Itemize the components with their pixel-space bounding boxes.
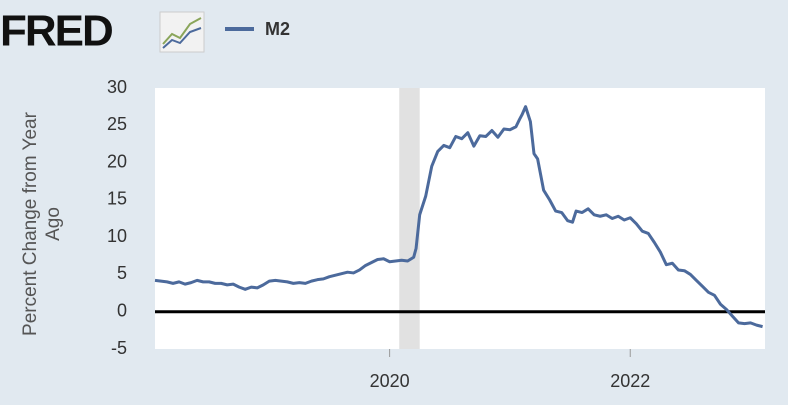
y-tick-label: 10 <box>107 226 127 246</box>
y-tick-label: 5 <box>117 263 127 283</box>
y-tick-label: 30 <box>107 77 127 97</box>
y-tick-label: 0 <box>117 300 127 320</box>
legend-label: M2 <box>265 19 290 39</box>
y-tick-label: 25 <box>107 114 127 134</box>
logo-icon <box>159 11 205 53</box>
x-tick-label: 2020 <box>370 371 410 391</box>
y-axis-label: Percent Change from Year Ago <box>20 112 64 336</box>
y-tick-label: -5 <box>111 338 127 358</box>
y-tick-label: 15 <box>107 189 127 209</box>
plot-area <box>155 88 765 349</box>
recession-shade <box>399 88 420 349</box>
brand-logo: FRED <box>0 7 112 56</box>
x-tick-label: 2022 <box>610 371 650 391</box>
data-line <box>154 105 763 329</box>
y-tick-label: 20 <box>107 151 127 171</box>
